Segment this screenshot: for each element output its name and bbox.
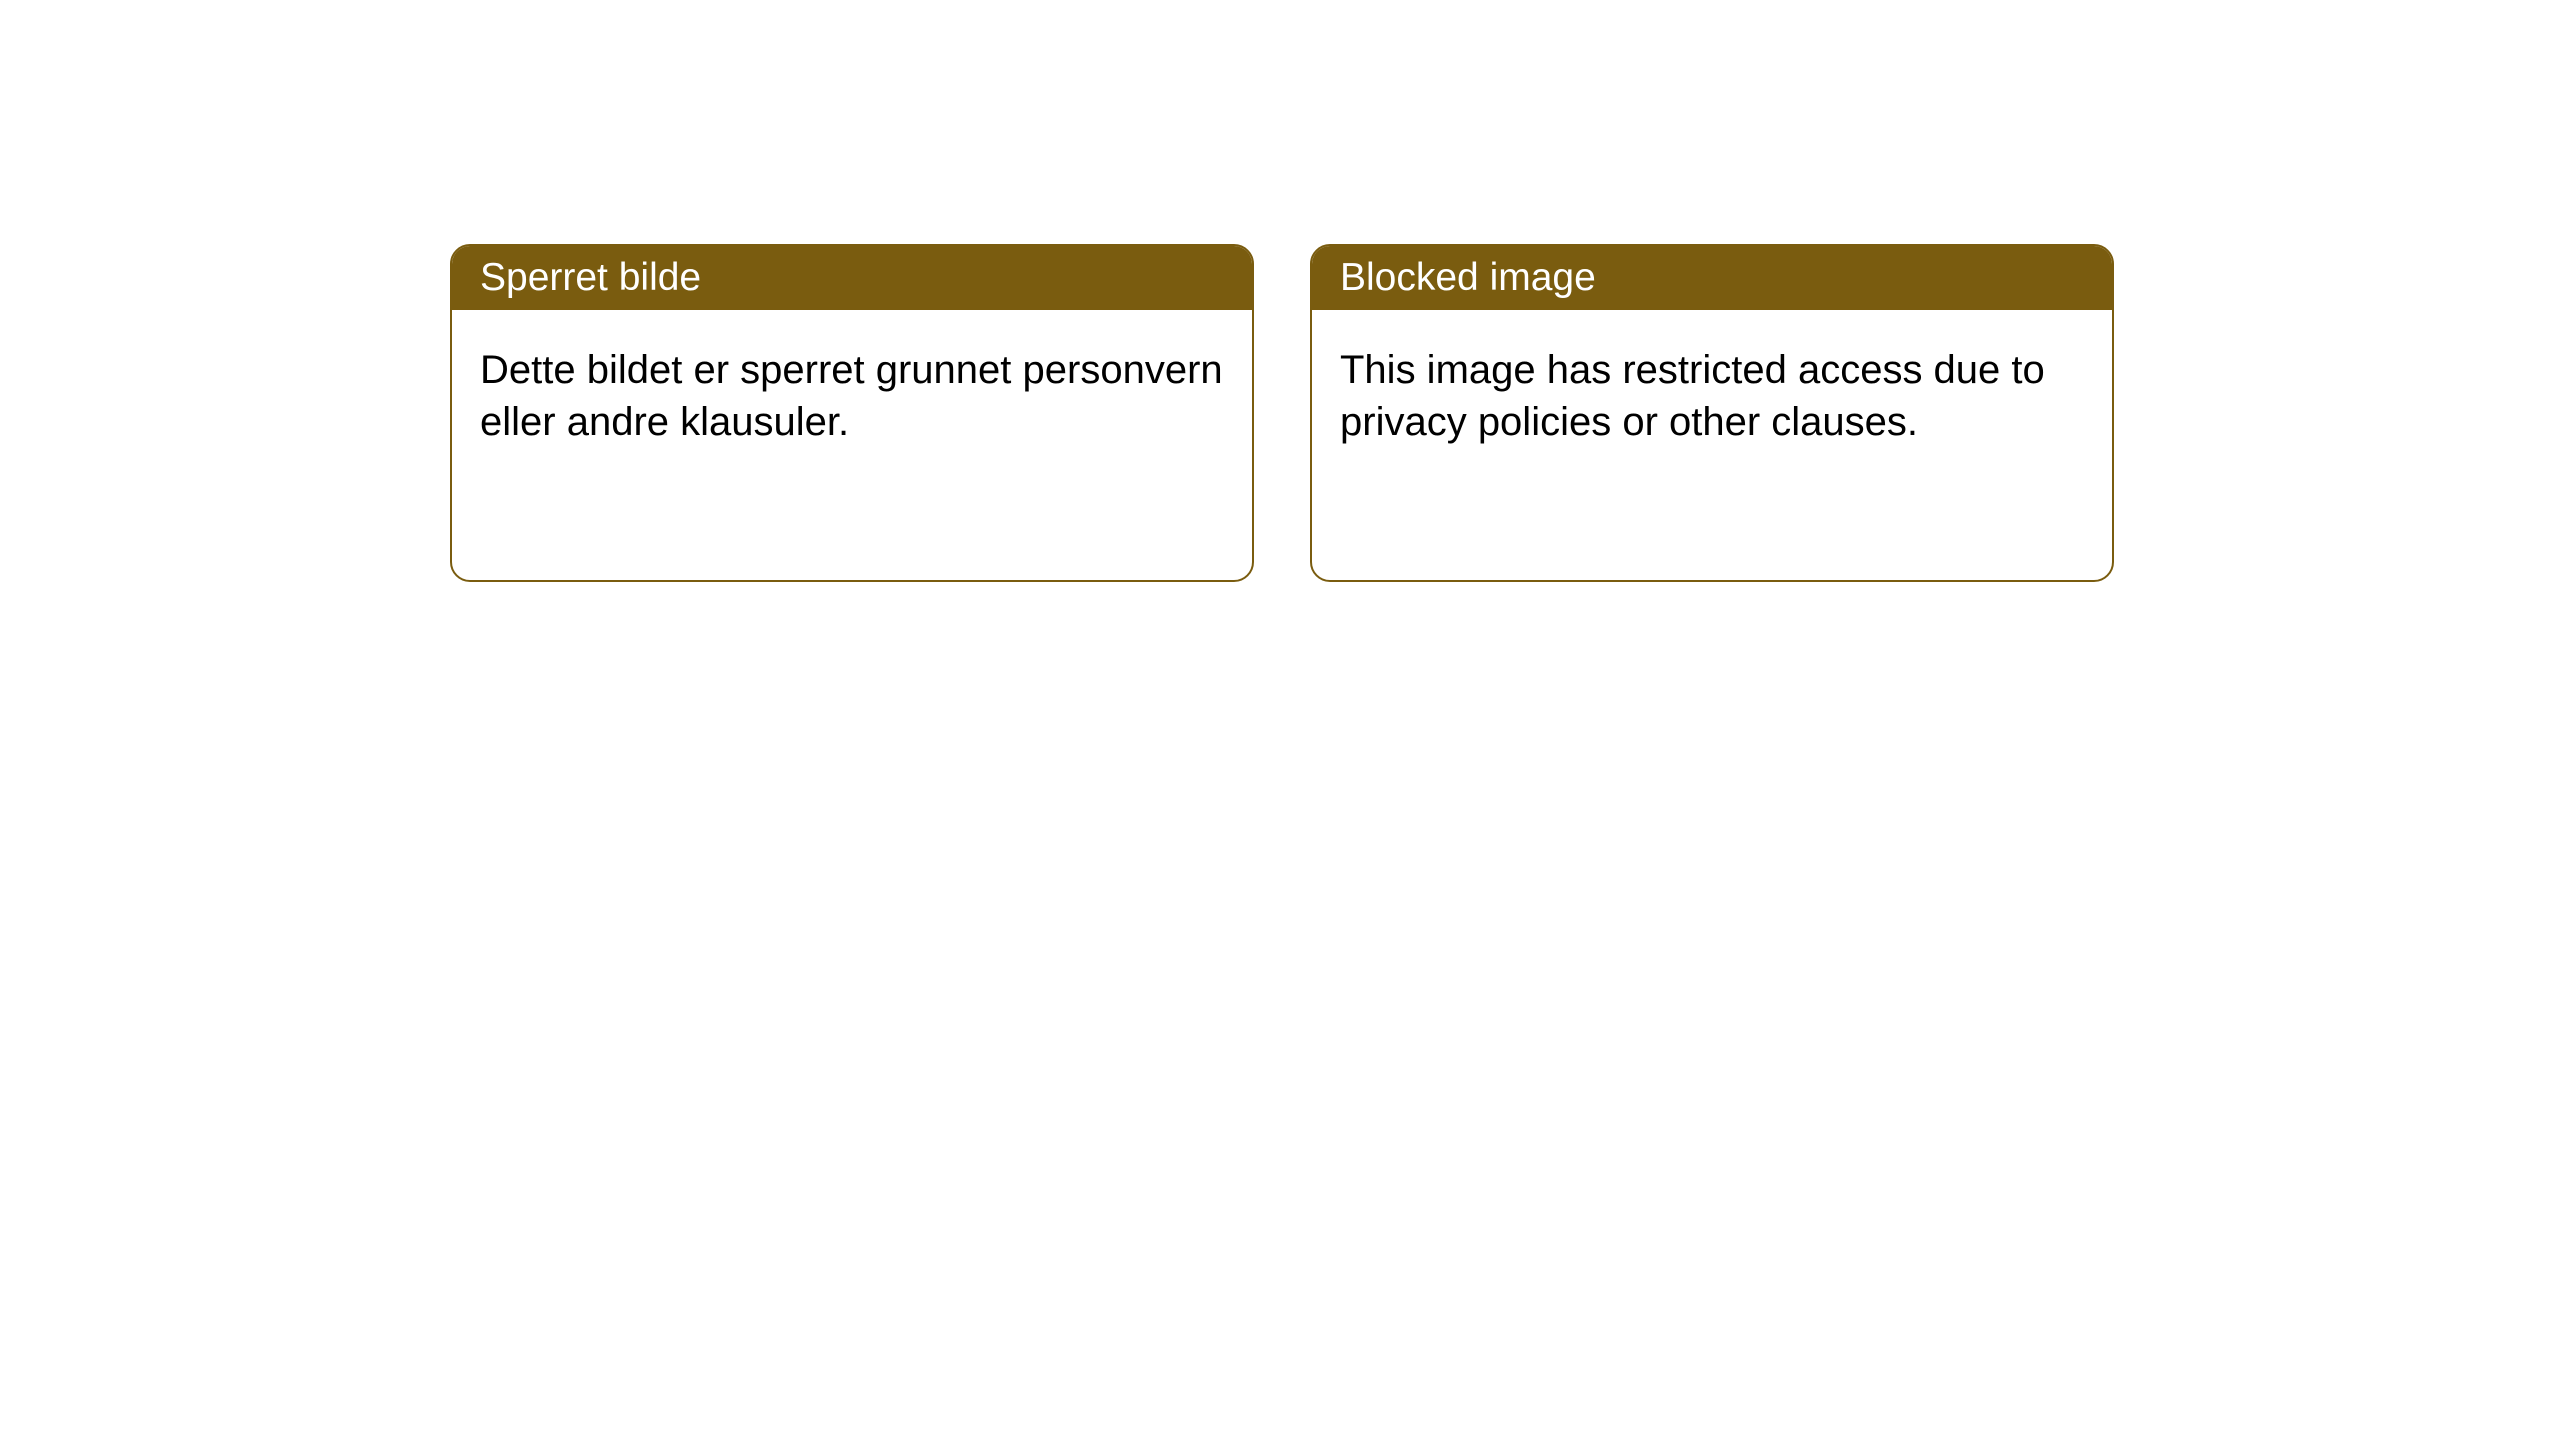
card-title: Sperret bilde bbox=[480, 256, 701, 299]
card-body: This image has restricted access due to … bbox=[1312, 310, 2112, 580]
card-title: Blocked image bbox=[1340, 256, 1596, 299]
card-body: Dette bildet er sperret grunnet personve… bbox=[452, 310, 1252, 580]
notice-card-english: Blocked image This image has restricted … bbox=[1310, 244, 2114, 582]
card-header: Sperret bilde bbox=[452, 246, 1252, 310]
card-body-text: Dette bildet er sperret grunnet personve… bbox=[480, 348, 1223, 444]
notice-card-norwegian: Sperret bilde Dette bildet er sperret gr… bbox=[450, 244, 1254, 582]
notice-cards-container: Sperret bilde Dette bildet er sperret gr… bbox=[450, 244, 2114, 582]
card-header: Blocked image bbox=[1312, 246, 2112, 310]
card-body-text: This image has restricted access due to … bbox=[1340, 348, 2045, 444]
